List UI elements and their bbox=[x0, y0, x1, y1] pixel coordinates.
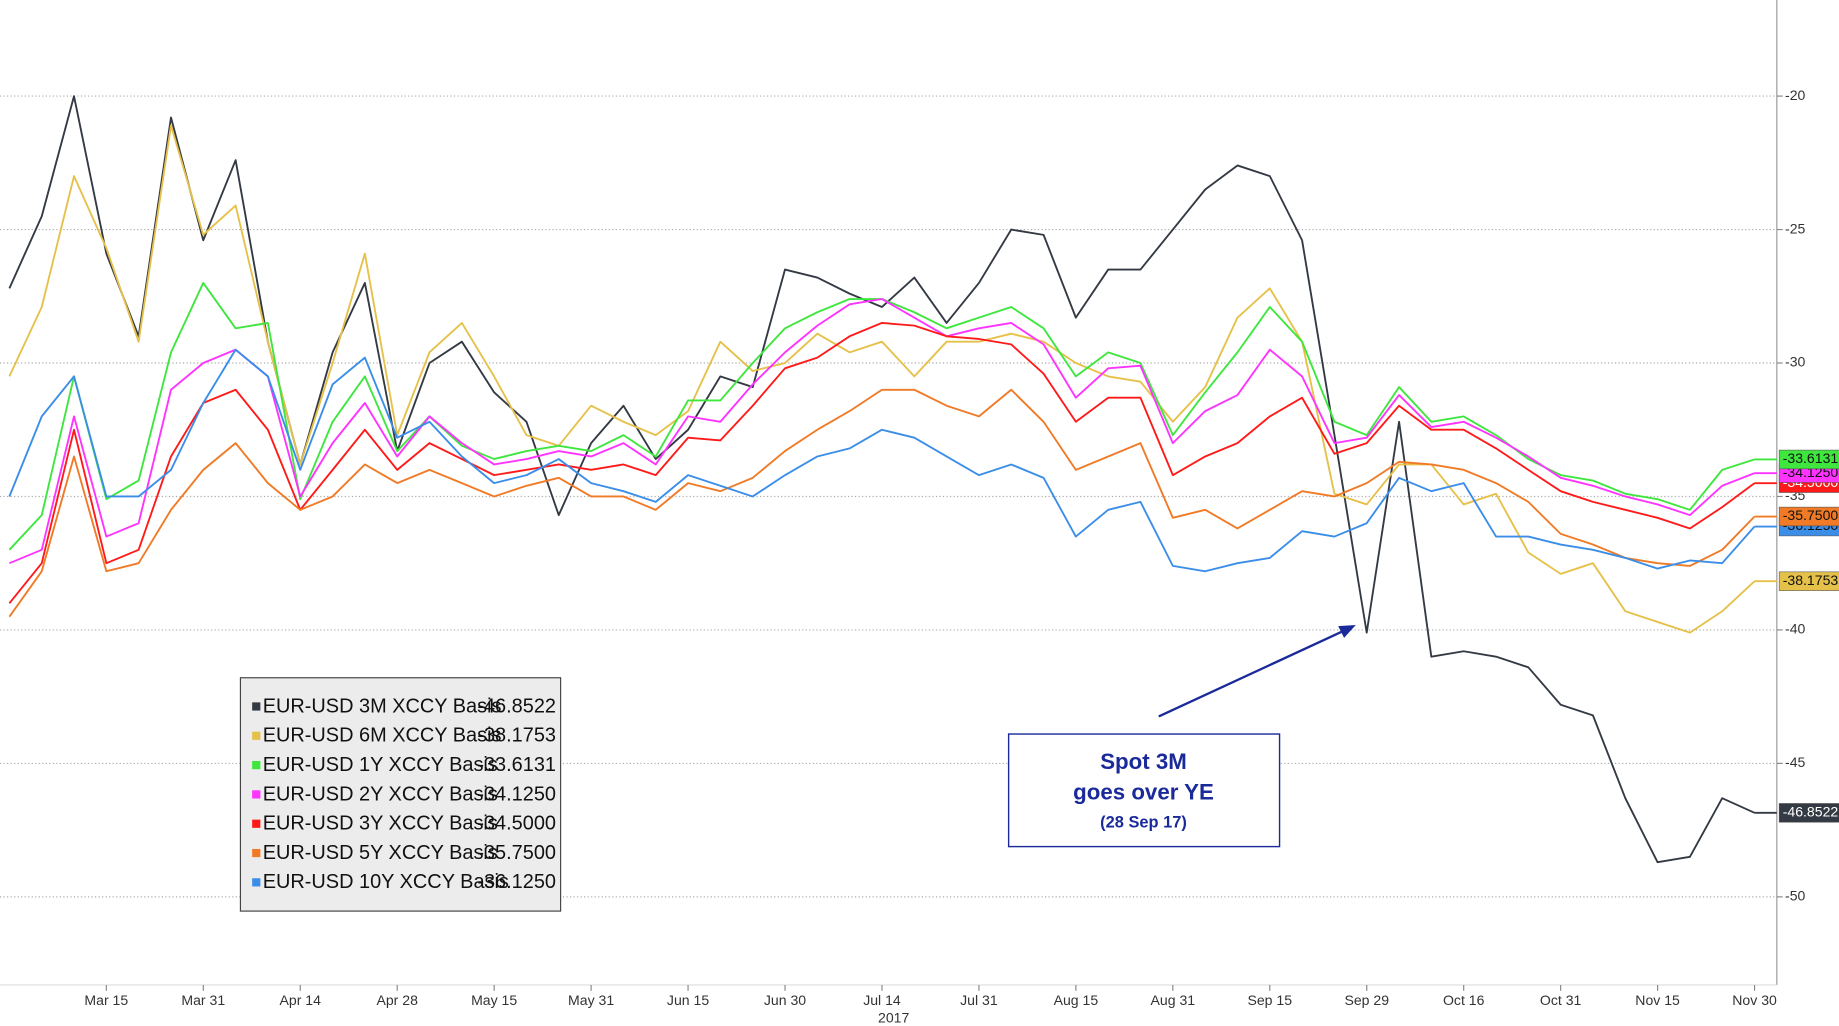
legend-value: -46.8522 bbox=[477, 695, 556, 717]
x-tick-label: Jul 31 bbox=[960, 992, 998, 1008]
annotation-box bbox=[1007, 733, 1281, 848]
end-tag bbox=[1778, 803, 1839, 823]
annotation-line: goes over YE bbox=[1073, 780, 1214, 805]
end-tag-label: -38.1753 bbox=[1783, 572, 1839, 588]
x-tick-label: Nov 15 bbox=[1635, 992, 1680, 1008]
legend-value: -38.1753 bbox=[477, 725, 556, 747]
x-tick-label: Jul 14 bbox=[863, 992, 901, 1008]
legend-swatch bbox=[252, 760, 261, 770]
legend-value: -33.6131 bbox=[477, 754, 556, 776]
x-tick-label: Nov 30 bbox=[1732, 992, 1777, 1008]
arrow-head bbox=[1338, 624, 1356, 638]
x-tick-label: Apr 28 bbox=[376, 992, 418, 1008]
x-tick-label: Mar 15 bbox=[84, 992, 128, 1008]
legend-value: -35.7500 bbox=[477, 842, 556, 864]
legend-value: -36.1250 bbox=[477, 871, 556, 893]
legend-swatch bbox=[252, 819, 261, 828]
x-tick-label: Sep 29 bbox=[1344, 992, 1389, 1008]
series-line bbox=[9, 298, 1755, 565]
legend-label: EUR-USD 5Y XCCY Basis bbox=[263, 842, 498, 864]
legend-swatch bbox=[252, 731, 261, 740]
x-tick-label: May 15 bbox=[471, 992, 517, 1008]
legend-label: EUR-USD 10Y XCCY Basis bbox=[263, 871, 509, 893]
annotation-arrow bbox=[1158, 627, 1350, 718]
x-axis-label: 2017 bbox=[878, 1010, 909, 1026]
end-tag bbox=[1778, 571, 1839, 591]
legend-value: -34.1250 bbox=[477, 783, 556, 805]
legend-label: EUR-USD 3M XCCY Basis bbox=[263, 695, 502, 717]
x-tick-label: Aug 31 bbox=[1151, 992, 1196, 1008]
legend-swatch bbox=[252, 702, 261, 711]
y-tick-label: -45 bbox=[1785, 754, 1806, 770]
y-tick-label: -20 bbox=[1785, 87, 1806, 103]
legend: EUR-USD 3M XCCY Basis-46.8522 EUR-USD 6M … bbox=[239, 677, 562, 912]
legend-swatch bbox=[252, 878, 261, 887]
end-tag bbox=[1778, 506, 1839, 527]
x-tick-label: Mar 31 bbox=[181, 992, 225, 1008]
y-tick-label: -40 bbox=[1785, 621, 1806, 637]
end-tag bbox=[1778, 449, 1839, 470]
y-tick-label: -30 bbox=[1785, 354, 1806, 370]
legend-value: -34.5000 bbox=[477, 813, 556, 835]
x-tick-label: May 31 bbox=[568, 992, 614, 1008]
x-tick-label: Aug 15 bbox=[1054, 992, 1099, 1008]
legend-label: EUR-USD 3Y XCCY Basis bbox=[263, 813, 498, 835]
plot-lines bbox=[8, 95, 1777, 864]
end-tag-label: -46.8522 bbox=[1783, 804, 1839, 820]
x-tick-label: Sep 15 bbox=[1247, 992, 1292, 1008]
series-line bbox=[8, 348, 1756, 573]
end-tags: -36.1250-35.7500-34.5000-34.1250-33.6131… bbox=[1778, 449, 1839, 823]
end-tag-label: -33.6131 bbox=[1783, 450, 1839, 466]
legend-box bbox=[239, 677, 562, 912]
x-tick-label: Oct 31 bbox=[1540, 992, 1582, 1008]
x-tick-label: Jun 15 bbox=[667, 992, 709, 1008]
series-line bbox=[8, 388, 1756, 618]
x-tick-label: Jun 30 bbox=[764, 992, 806, 1008]
series-line bbox=[8, 321, 1756, 604]
annotation-line: (28 Sep 17) bbox=[1100, 813, 1187, 831]
legend-label: EUR-USD 2Y XCCY Basis bbox=[263, 783, 498, 805]
y-tick-label: -25 bbox=[1785, 220, 1806, 236]
annotation-line: Spot 3M bbox=[1100, 749, 1187, 774]
x-tick-label: Oct 16 bbox=[1443, 992, 1485, 1008]
annotation: Spot 3M goes over YE (28 Sep 17) bbox=[1007, 624, 1356, 848]
legend-swatch bbox=[252, 790, 261, 799]
legend-label: EUR-USD 1Y XCCY Basis bbox=[263, 754, 498, 776]
x-tick-label: Apr 14 bbox=[280, 992, 322, 1008]
y-tick-label: -50 bbox=[1785, 888, 1806, 904]
series-line bbox=[8, 124, 1756, 634]
legend-swatch bbox=[252, 848, 261, 858]
end-tag-label: -35.7500 bbox=[1783, 507, 1839, 523]
legend-label: EUR-USD 6M XCCY Basis bbox=[263, 725, 502, 747]
